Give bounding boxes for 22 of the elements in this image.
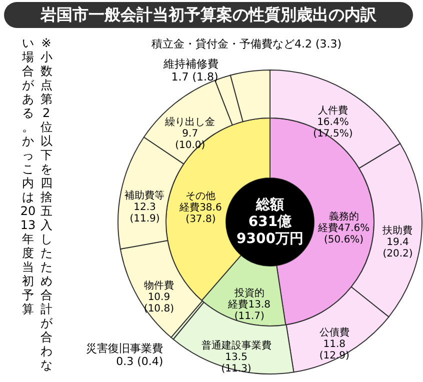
slice-label: 災害復旧事業費 <box>86 342 164 356</box>
slice-label: 普通建設事業費 <box>201 339 272 352</box>
data-label: 1.7 (1.8) <box>171 70 218 84</box>
data-label: 19.4 (20.2) <box>382 236 413 260</box>
data-label: 12.3 (11.9) <box>130 202 160 225</box>
slice-label: 義務的経費47.6% (50.6%) <box>316 210 370 246</box>
text: ※小数点第2位以下を四捨五入したため合計が合わない場合がある。かっこ内は2013年度当初予算 <box>20 36 52 372</box>
slice-label: 積立金・貸付金・予備費など4.2 (3.3) <box>151 38 342 51</box>
text: 9300万円 <box>236 230 304 248</box>
slice-label: 投資的経費13.8 (11.7) <box>227 287 270 322</box>
slice-label: 補助費等 <box>124 190 165 202</box>
slice-label: 繰り出し金 <box>164 116 216 128</box>
slice-label: 維持補修費 <box>162 57 218 70</box>
slice-label: 物件費 <box>144 280 174 292</box>
data-label: 0.3 (0.4) <box>116 355 164 368</box>
text: 総額 <box>256 196 284 214</box>
chart-title: 岩国市一般会計当初予算案の性質別歳出の内訳 <box>4 2 413 28</box>
slice-label: その他経費38.6 (37.8) <box>178 190 222 226</box>
text: 631億 <box>248 214 292 230</box>
slice-label: 人件費 <box>318 104 348 117</box>
slice-label: 扶助費 <box>382 224 413 236</box>
slice-label: 公債費 <box>319 326 350 339</box>
